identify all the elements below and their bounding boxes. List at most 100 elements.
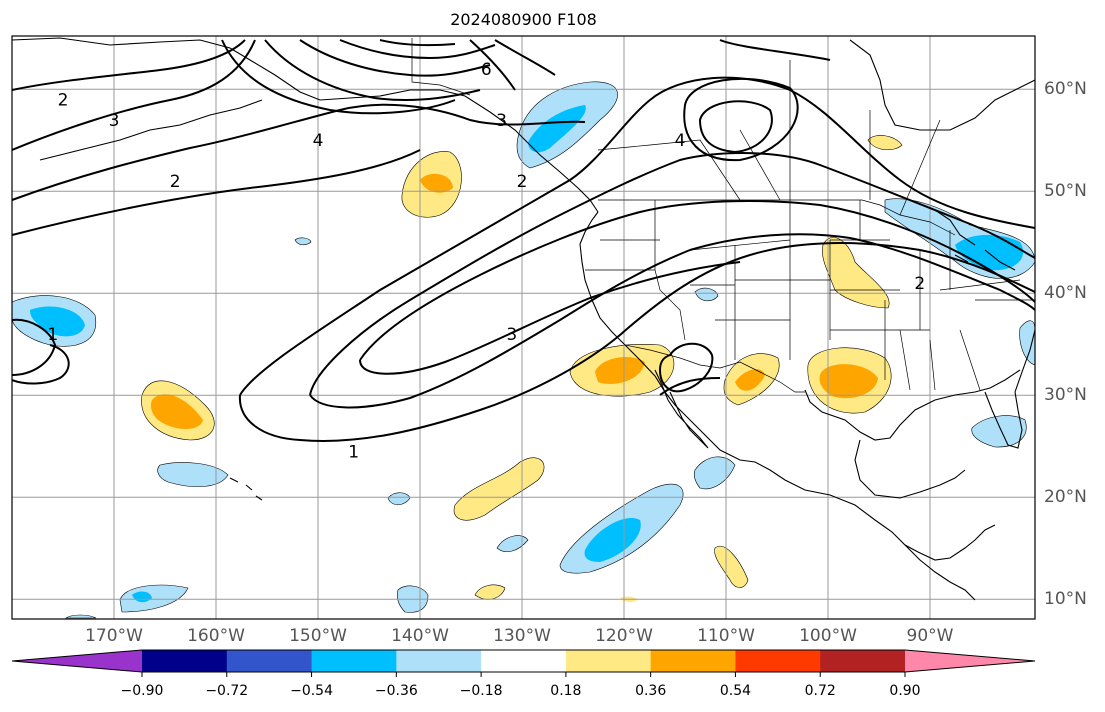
contour-label: 4: [675, 131, 686, 151]
contour-label: 2: [58, 90, 69, 110]
contour-line: [264, 39, 481, 101]
colorbar-tick-label: 0.54: [719, 683, 752, 699]
contour-line: [698, 100, 773, 154]
shade-positive: [867, 135, 903, 150]
colorbar-segment: [226, 650, 313, 672]
lon-tick-label: 120°W: [595, 626, 653, 646]
map-title: 2024080900 F108: [450, 10, 597, 29]
contour-label: 4: [313, 131, 324, 151]
map-frame: [11, 35, 1036, 620]
colorbar-tick-label: 0.36: [635, 683, 667, 699]
contour-label: 6: [481, 60, 492, 80]
shade-negative: [694, 287, 719, 302]
contour-line: [339, 39, 496, 60]
border-us-canada: [598, 199, 956, 236]
lon-tick-label: 110°W: [697, 626, 755, 646]
colorbar-segment: [396, 650, 482, 672]
coast-west-na: [579, 211, 996, 561]
contour-labels: 2 3 4 6 3 4 2 2 3 1 1 2: [47, 60, 925, 462]
great-lakes: [934, 209, 1016, 271]
shade-positive: [453, 457, 545, 521]
contour-line: [719, 39, 831, 61]
shade-negative: [119, 584, 189, 613]
lon-tick-label: 130°W: [493, 626, 551, 646]
shade-positive-core: [150, 394, 203, 429]
coast-hudson: [849, 39, 1035, 131]
lon-tick-label: 100°W: [799, 626, 857, 646]
colorbar-segment: [142, 650, 228, 672]
coast-baja: [654, 369, 709, 449]
contour-line: [379, 39, 456, 47]
contour-line: [12, 103, 586, 201]
colorbar-tick-label: 0.18: [550, 683, 582, 699]
colorbar-segment: [481, 650, 567, 672]
shade-positive: [714, 545, 749, 588]
shade-negative: [496, 535, 529, 553]
coast-yucatan: [854, 439, 966, 499]
colorbar-tick-label: 0.72: [804, 683, 836, 699]
colorbar-tick-label: −0.18: [459, 683, 503, 699]
contour-line: [299, 39, 491, 77]
lat-tick-label: 20°N: [1044, 487, 1087, 508]
colorbar-segment: [735, 650, 821, 672]
lat-tick-label: 60°N: [1044, 79, 1087, 100]
gridlines: [12, 36, 1035, 619]
colorbar-tick-label: −0.54: [290, 683, 333, 699]
border-state-1: [585, 200, 1035, 391]
border-us-mexico: [624, 344, 805, 393]
colorbar-extend-low: [12, 650, 142, 672]
colorbar: [11, 649, 1036, 677]
colorbar-tick-label: −0.72: [205, 683, 249, 699]
contour-line: [12, 149, 421, 236]
shade-negative: [157, 462, 229, 487]
contour-label: 3: [506, 325, 517, 345]
lat-tick-label: 50°N: [1044, 181, 1087, 202]
shade-positive-core: [819, 364, 878, 399]
colorbar-segment: [650, 650, 736, 672]
contour-line: [12, 344, 70, 385]
shade-negative-core: [584, 518, 641, 562]
contour-label: 3: [109, 111, 120, 131]
contour-line: [469, 39, 516, 91]
coast-central-america: [904, 544, 976, 601]
lon-tick-label: 160°W: [187, 626, 245, 646]
contour-line: [12, 318, 57, 376]
shade-negative-core: [528, 105, 586, 153]
lat-tick-label: 10°N: [1044, 589, 1087, 610]
colorbar-tick-label: −0.36: [374, 683, 418, 699]
coast-east-na: [1014, 329, 1035, 393]
lon-tick-label: 150°W: [289, 626, 347, 646]
contour-line: [309, 152, 1035, 396]
contour-line: [239, 76, 1035, 396]
shade-positive-core: [595, 357, 645, 384]
contour-label: 2: [517, 172, 528, 192]
contour-label: 3: [496, 111, 507, 131]
contour-line: [359, 199, 1035, 361]
shaded-field: [12, 81, 1035, 619]
contour-line: [494, 39, 556, 76]
lon-tick-label: 90°W: [906, 626, 954, 646]
contour-label: 1: [47, 325, 58, 345]
shade-negative: [65, 614, 97, 619]
shade-positive: [822, 237, 890, 309]
shade-negative: [294, 237, 312, 246]
colorbar-segment: [565, 650, 652, 672]
lat-tick-label: 30°N: [1044, 385, 1087, 406]
contour-line: [238, 242, 1035, 442]
shade-negative: [693, 456, 736, 490]
coast-aleutians: [39, 99, 263, 161]
colorbar-segment: [820, 650, 906, 672]
contour-line: [221, 39, 456, 115]
shade-positive: [474, 584, 506, 600]
contour-line: [12, 39, 256, 151]
border-alaska-canada: [411, 38, 471, 96]
contour-line: [359, 261, 741, 375]
colorbar-segment: [311, 650, 397, 672]
contour-label: 2: [170, 172, 181, 192]
lon-tick-label: 140°W: [391, 626, 449, 646]
contour-label: 1: [348, 442, 359, 462]
shade-negative: [971, 415, 1027, 448]
contour-line: [12, 39, 246, 91]
colorbar-tick-label: 0.90: [889, 683, 921, 699]
